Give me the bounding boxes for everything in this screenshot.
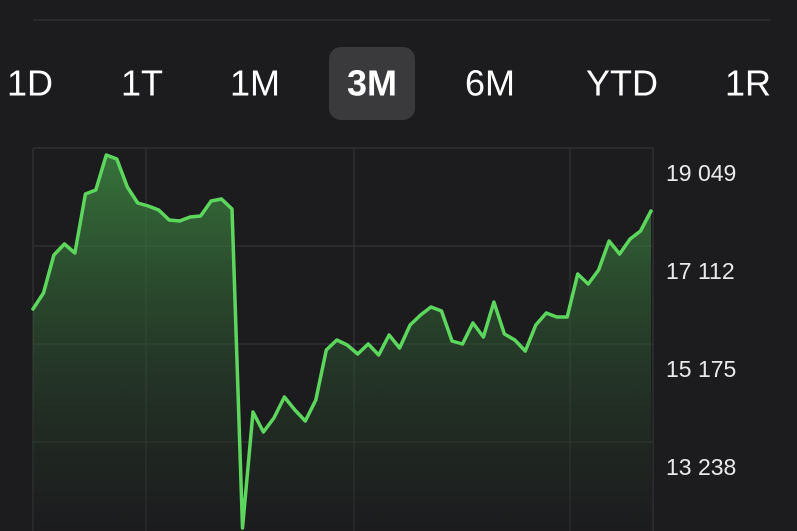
range-tab[interactable]: 1D — [7, 63, 53, 104]
range-tab[interactable]: YTD — [586, 63, 658, 104]
range-tab[interactable]: 6M — [465, 63, 515, 104]
range-tab[interactable]: 1R — [725, 63, 771, 104]
y-tick-label: 13 238 — [666, 454, 736, 480]
range-tab[interactable]: 1T — [121, 63, 163, 104]
y-tick-label: 15 175 — [666, 356, 736, 382]
y-tick-label: 19 049 — [666, 160, 736, 186]
selected-tab-bg — [329, 47, 415, 120]
price-line — [31, 153, 653, 530]
y-tick-label: 17 112 — [666, 258, 735, 284]
range-tab[interactable]: 3M — [347, 63, 397, 104]
range-tab[interactable]: 1M — [230, 63, 280, 104]
